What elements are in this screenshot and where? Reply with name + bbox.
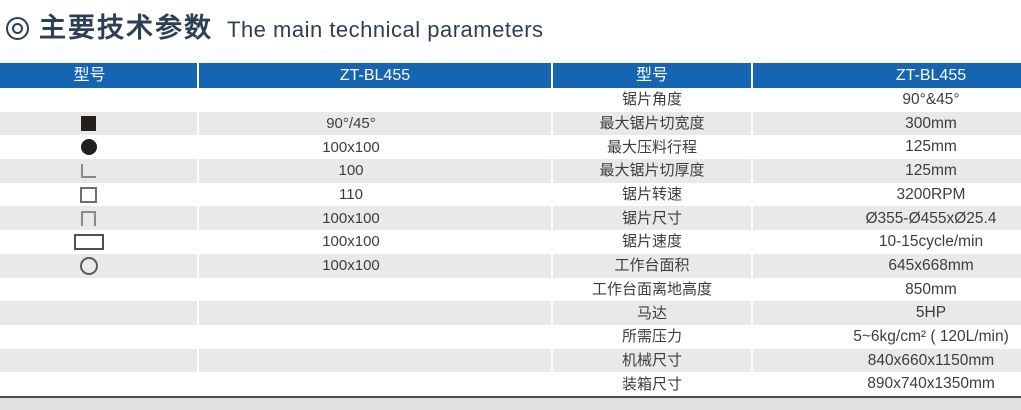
left-value-cell: 100x100 <box>199 206 551 231</box>
param-value-cell: 840x660x1150mm <box>753 348 1021 373</box>
profile-icon-cell <box>0 182 197 207</box>
param-value-cell: 10-15cycle/min <box>753 230 1021 254</box>
param-value-cell: 5HP <box>753 301 1021 325</box>
table-row: 90°/45° 最大锯片切宽度 300mm <box>0 111 1021 136</box>
profile-icon-cell <box>0 206 197 231</box>
table-row: 110 锯片转速 3200RPM <box>0 182 1021 207</box>
table-row: 100x100 工作台面积 645x668mm <box>0 253 1021 278</box>
param-name-cell: 装箱尺寸 <box>553 372 751 396</box>
table-row: 100x100 最大压料行程 125mm <box>0 135 1021 160</box>
header-model-label-right: 型号 <box>553 63 751 88</box>
filled-square-icon <box>81 116 96 132</box>
header-model-value-right: ZT-BL455 <box>753 63 1021 88</box>
channel-icon <box>81 210 96 226</box>
left-value-cell: 90°/45° <box>199 111 551 136</box>
header-model-label-left: 型号 <box>0 63 197 88</box>
table-row: 锯片角度 90°&45° <box>0 88 1021 112</box>
left-value-cell: 100x100 <box>199 135 551 160</box>
table-row: 100 最大锯片切厚度 125mm <box>0 159 1021 183</box>
param-value-cell: 5~6kg/cm² ( 120L/min) <box>753 324 1021 349</box>
param-value-cell: 125mm <box>753 159 1021 183</box>
filled-circle-icon <box>80 139 97 156</box>
profile-icon-cell <box>0 135 197 160</box>
bottom-rule <box>0 396 1021 398</box>
param-value-cell: 850mm <box>753 277 1021 302</box>
left-value-cell: 100 <box>199 159 551 183</box>
left-value-cell <box>199 88 551 112</box>
table-row: 所需压力 5~6kg/cm² ( 120L/min) <box>0 324 1021 349</box>
profile-icon-cell <box>0 324 197 349</box>
profile-icon-cell <box>0 88 197 112</box>
square-outline-icon <box>80 186 97 203</box>
angle-icon <box>81 163 96 178</box>
profile-icon-cell <box>0 348 197 373</box>
param-name-cell: 所需压力 <box>553 324 751 349</box>
left-value-cell: 110 <box>199 182 551 207</box>
page-title: 主要技术参数 The main technical parameters <box>6 6 544 50</box>
param-name-cell: 机械尺寸 <box>553 348 751 373</box>
table-row: 装箱尺寸 890x740x1350mm <box>0 372 1021 396</box>
param-name-cell: 锯片角度 <box>553 88 751 112</box>
table-row: 100x100 锯片尺寸 Ø355-Ø455xØ25.4 <box>0 206 1021 231</box>
param-name-cell: 最大锯片切厚度 <box>553 159 751 183</box>
rect-outline-icon <box>73 233 104 250</box>
left-value-cell <box>199 277 551 302</box>
left-value-cell <box>199 324 551 349</box>
circle-outline-icon <box>79 256 98 275</box>
profile-icon-cell <box>0 230 197 254</box>
table-row: 马达 5HP <box>0 301 1021 325</box>
param-name-cell: 锯片转速 <box>553 182 751 207</box>
param-value-cell: 125mm <box>753 135 1021 160</box>
spec-table: 型号 ZT-BL455 型号 ZT-BL455 锯片角度 90°&45° 90°/4… <box>0 63 1021 396</box>
spec-table-body: 锯片角度 90°&45° 90°/45° 最大锯片切宽度 300mm 100x100 最大压… <box>0 88 1021 396</box>
table-row: 100x100 锯片速度 10-15cycle/min <box>0 230 1021 254</box>
left-value-cell <box>199 301 551 325</box>
left-value-cell <box>199 372 551 396</box>
param-name-cell: 最大锯片切宽度 <box>553 111 751 136</box>
param-value-cell: 890x740x1350mm <box>753 372 1021 396</box>
footer-strip <box>0 398 1021 410</box>
param-name-cell: 锯片速度 <box>553 230 751 254</box>
param-name-cell: 马达 <box>553 301 751 325</box>
param-name-cell: 锯片尺寸 <box>553 206 751 231</box>
profile-icon-cell <box>0 372 197 396</box>
param-name-cell: 工作台面积 <box>553 253 751 278</box>
param-value-cell: 90°&45° <box>753 88 1021 112</box>
param-name-cell: 工作台面离地高度 <box>553 277 751 302</box>
param-value-cell: 3200RPM <box>753 182 1021 207</box>
param-value-cell: Ø355-Ø455xØ25.4 <box>753 206 1021 231</box>
param-name-cell: 最大压料行程 <box>553 135 751 160</box>
double-circle-bullet-icon <box>6 16 29 40</box>
spec-table-header: 型号 ZT-BL455 型号 ZT-BL455 <box>0 63 1021 88</box>
table-row: 机械尺寸 840x660x1150mm <box>0 348 1021 373</box>
table-row: 工作台面离地高度 850mm <box>0 277 1021 302</box>
profile-icon-cell <box>0 301 197 325</box>
header-model-value-left: ZT-BL455 <box>199 63 551 88</box>
left-value-cell: 100x100 <box>199 230 551 254</box>
page-title-chinese: 主要技术参数 <box>39 12 213 43</box>
page-title-english: The main technical parameters <box>227 16 544 42</box>
left-value-cell: 100x100 <box>199 253 551 278</box>
left-value-cell <box>199 348 551 373</box>
profile-icon-cell <box>0 253 197 278</box>
profile-icon-cell <box>0 277 197 302</box>
profile-icon-cell <box>0 159 197 183</box>
param-value-cell: 300mm <box>753 111 1021 136</box>
param-value-cell: 645x668mm <box>753 253 1021 278</box>
profile-icon-cell <box>0 111 197 136</box>
